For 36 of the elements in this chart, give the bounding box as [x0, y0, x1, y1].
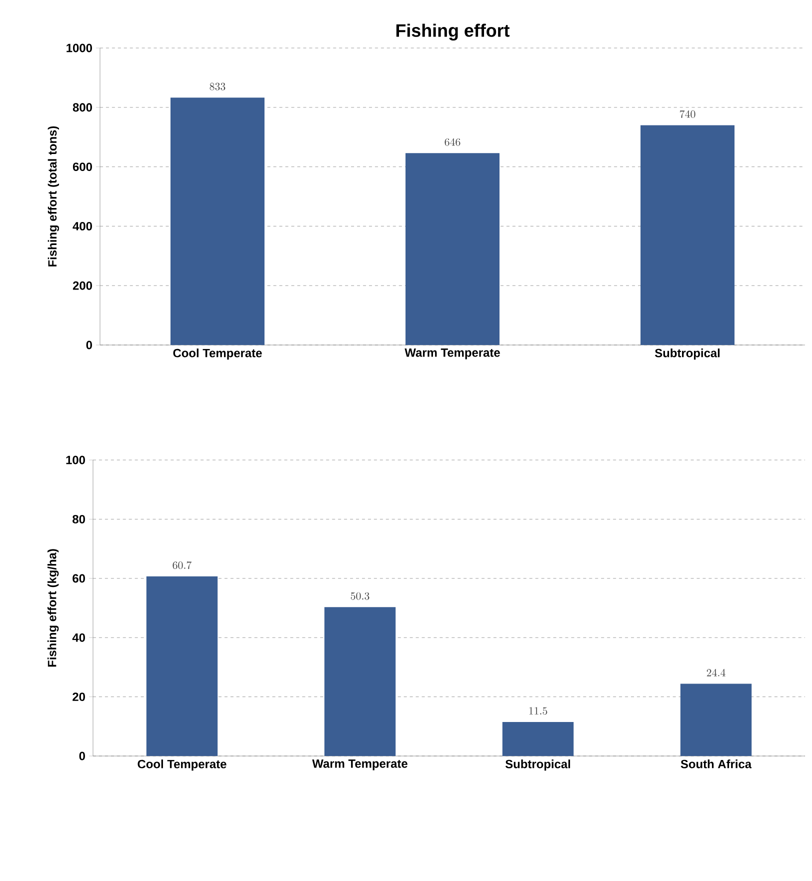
bar	[502, 722, 574, 756]
y-tick-label: 200	[72, 281, 92, 290]
data-label: 833	[210, 82, 226, 90]
x-tick-label: Cool Temperate	[173, 348, 262, 360]
bar	[680, 684, 752, 756]
data-label: 50.3	[350, 592, 370, 600]
y-tick-label: 20	[72, 692, 85, 702]
x-tick-label: Warm Temperate	[312, 760, 408, 770]
y-tick-label: 800	[72, 103, 92, 112]
y-tick-label: 400	[72, 222, 92, 230]
y-tick-label: 40	[72, 633, 85, 642]
x-tick-label: Cool Temperate	[138, 760, 226, 771]
y-tick-label: 0	[79, 752, 85, 760]
y-tick-label: 600	[72, 162, 92, 172]
y-axis-title: Fishing effort (kg/ha)	[48, 549, 59, 667]
x-tick-label: South Africa	[680, 760, 752, 768]
y-tick-label: 60	[72, 574, 85, 583]
data-label: 24.4	[706, 668, 726, 676]
chart-title: Fishing effort	[396, 24, 510, 40]
bar	[640, 125, 735, 345]
data-label: 646	[444, 138, 460, 146]
bar	[170, 98, 265, 345]
bar	[146, 576, 218, 756]
x-tick-label: Warm Temperate	[404, 348, 500, 360]
data-label: 740	[680, 110, 696, 118]
y-tick-label: 1000	[66, 44, 92, 52]
y-tick-label: 0	[86, 340, 92, 350]
bar	[324, 607, 396, 756]
y-tick-label: 100	[66, 456, 85, 464]
data-label: 60.7	[172, 561, 192, 570]
y-tick-label: 80	[72, 514, 85, 524]
data-label: 11 .5	[529, 707, 548, 715]
y-axis-title: Fishing effort (total tons)	[48, 126, 60, 266]
x-tick-label: Subtropical	[654, 348, 720, 360]
bar	[406, 153, 500, 345]
x-tick-label: Subtropical	[505, 760, 570, 771]
